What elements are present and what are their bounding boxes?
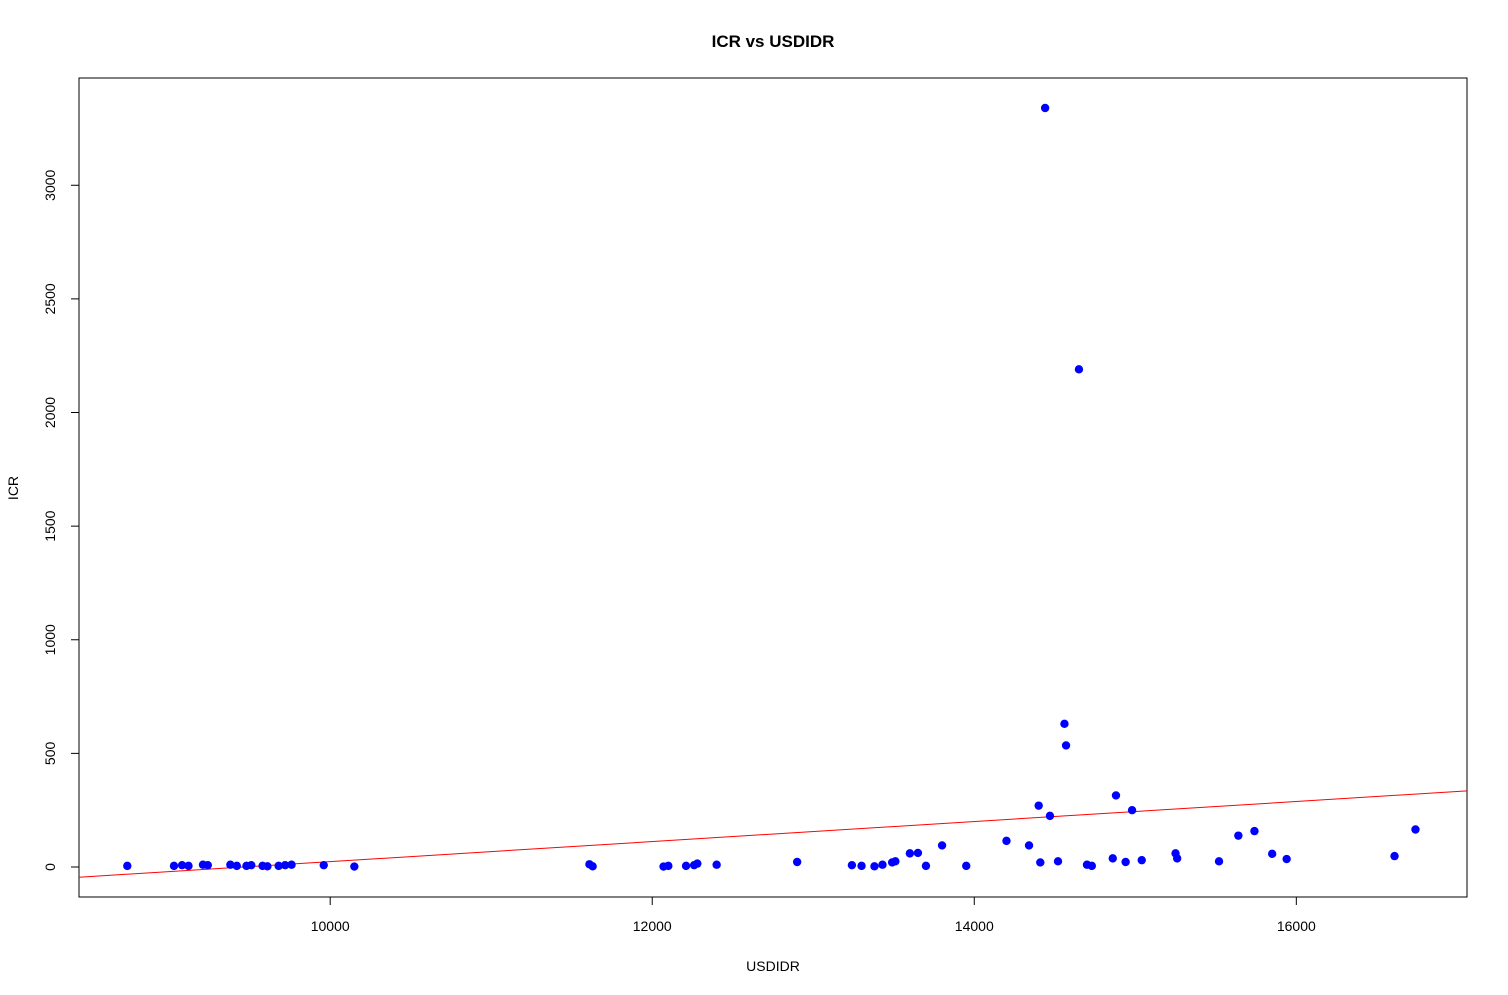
data-point bbox=[1214, 857, 1224, 866]
data-point bbox=[287, 860, 296, 869]
data-point bbox=[712, 860, 721, 869]
data-point bbox=[247, 860, 256, 870]
data-point bbox=[1390, 851, 1399, 861]
data-point bbox=[232, 861, 242, 871]
y-tick-label: 1000 bbox=[42, 624, 58, 655]
data-point bbox=[274, 861, 283, 871]
data-point bbox=[1045, 811, 1055, 821]
data-points bbox=[123, 103, 1420, 871]
data-point bbox=[1137, 855, 1146, 865]
data-point bbox=[1034, 801, 1043, 810]
data-point bbox=[870, 862, 879, 871]
data-point bbox=[1108, 854, 1117, 863]
data-point bbox=[203, 860, 213, 870]
y-axis: 0 500 1000 1500 2000 2500 3000 bbox=[42, 169, 80, 871]
data-point bbox=[588, 862, 597, 871]
data-point bbox=[847, 860, 857, 870]
data-point bbox=[1060, 719, 1069, 729]
data-point bbox=[921, 861, 931, 871]
data-point bbox=[123, 861, 132, 871]
data-point bbox=[1036, 858, 1045, 867]
plot-frame bbox=[78, 77, 1468, 898]
data-point bbox=[693, 859, 702, 868]
data-point bbox=[891, 857, 900, 866]
data-point bbox=[1172, 854, 1182, 863]
data-point bbox=[905, 849, 915, 858]
x-tick-label: 10000 bbox=[311, 918, 350, 934]
x-tick-label: 14000 bbox=[955, 918, 994, 934]
x-axis: 10000 12000 14000 16000 bbox=[311, 896, 1316, 934]
y-tick-label: 2000 bbox=[42, 397, 58, 428]
data-point bbox=[1002, 836, 1011, 846]
y-tick-label: 500 bbox=[42, 741, 58, 765]
x-axis-label: USDIDR bbox=[746, 958, 800, 974]
data-point bbox=[1061, 741, 1071, 750]
data-point bbox=[184, 861, 193, 871]
data-point bbox=[1074, 365, 1084, 374]
data-point bbox=[169, 861, 179, 871]
data-point bbox=[857, 861, 866, 871]
data-point bbox=[350, 862, 359, 871]
y-tick-label: 3000 bbox=[42, 169, 58, 200]
x-tick-label: 16000 bbox=[1277, 918, 1316, 934]
data-point bbox=[1024, 841, 1034, 850]
data-point bbox=[1250, 826, 1259, 836]
data-point bbox=[1267, 849, 1277, 859]
data-point bbox=[664, 861, 673, 871]
data-point bbox=[1053, 857, 1063, 866]
y-tick-label: 0 bbox=[42, 863, 58, 871]
data-point bbox=[962, 861, 971, 871]
trend-line bbox=[78, 790, 1468, 878]
data-point bbox=[280, 860, 290, 870]
data-point bbox=[878, 860, 887, 869]
data-point bbox=[1121, 857, 1130, 867]
data-point bbox=[1282, 854, 1291, 864]
data-point bbox=[681, 861, 691, 871]
data-point bbox=[1234, 831, 1243, 840]
chart-title: ICR vs USDIDR bbox=[712, 32, 835, 51]
data-point bbox=[177, 860, 187, 870]
data-point bbox=[937, 841, 947, 850]
y-tick-label: 1500 bbox=[42, 510, 58, 541]
data-point bbox=[263, 862, 272, 871]
data-point bbox=[1087, 861, 1097, 871]
data-point bbox=[226, 860, 235, 869]
data-point bbox=[913, 848, 923, 858]
data-point bbox=[319, 860, 328, 870]
data-point bbox=[1040, 103, 1050, 113]
data-point bbox=[1127, 805, 1137, 815]
data-point bbox=[792, 857, 802, 867]
data-point bbox=[1111, 791, 1121, 800]
x-tick-label: 12000 bbox=[633, 918, 672, 934]
data-point bbox=[1411, 825, 1420, 834]
trend-line-group bbox=[78, 790, 1468, 878]
y-axis-label: ICR bbox=[5, 476, 21, 500]
y-tick-label: 2500 bbox=[42, 283, 58, 314]
